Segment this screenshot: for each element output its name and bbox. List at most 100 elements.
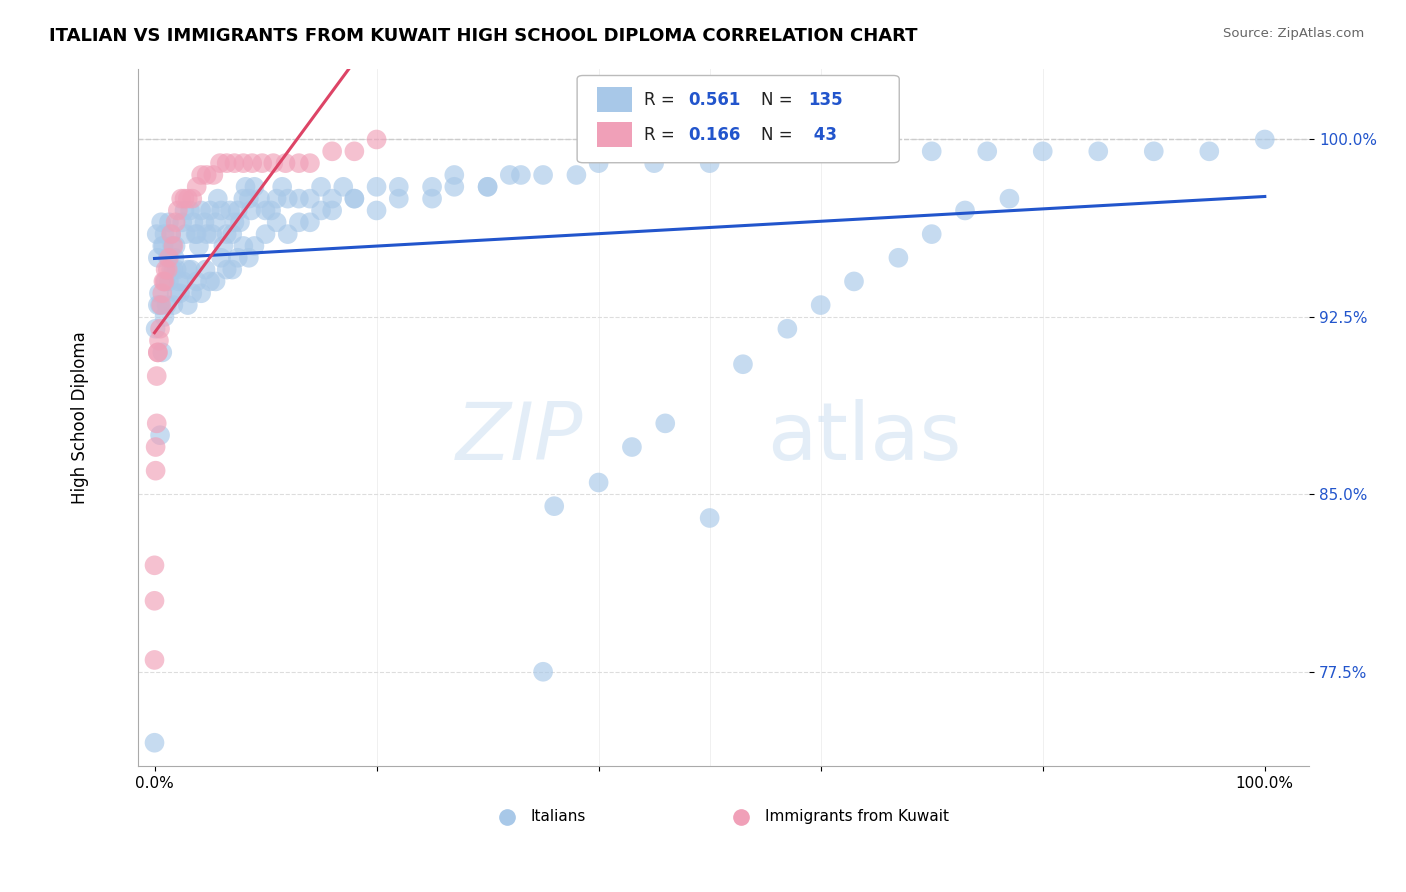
- Point: [145, 417, 167, 431]
- Point: [165, 239, 187, 253]
- Point: [810, 298, 832, 312]
- Point: [238, 251, 260, 265]
- Point: [887, 251, 910, 265]
- Point: [443, 179, 465, 194]
- Point: [143, 558, 166, 573]
- Point: [219, 203, 242, 218]
- Point: [149, 322, 172, 336]
- Point: [160, 227, 183, 241]
- Point: [531, 168, 554, 182]
- Point: [240, 156, 263, 170]
- Point: [184, 227, 207, 241]
- Point: [173, 192, 195, 206]
- Point: [232, 192, 254, 206]
- Text: ZIP: ZIP: [456, 400, 583, 477]
- Point: [254, 227, 277, 241]
- Point: [243, 179, 266, 194]
- Point: [155, 275, 177, 289]
- Point: [186, 227, 208, 241]
- Point: [146, 251, 169, 265]
- Point: [588, 156, 610, 170]
- Text: 0.166: 0.166: [689, 126, 741, 144]
- Point: [232, 156, 254, 170]
- Point: [145, 440, 167, 454]
- Text: 135: 135: [808, 91, 842, 109]
- Point: [153, 275, 176, 289]
- Point: [643, 156, 665, 170]
- Point: [157, 275, 180, 289]
- Point: [215, 262, 238, 277]
- Point: [172, 275, 194, 289]
- Point: [187, 239, 209, 253]
- Point: [177, 262, 200, 277]
- Point: [865, 145, 887, 159]
- Point: [420, 179, 443, 194]
- Point: [224, 215, 246, 229]
- Point: [150, 215, 173, 229]
- Point: [212, 239, 235, 253]
- Text: R =: R =: [644, 91, 681, 109]
- Point: [266, 192, 288, 206]
- Point: [332, 179, 354, 194]
- Point: [190, 286, 212, 301]
- Point: [321, 192, 343, 206]
- Point: [157, 251, 180, 265]
- Point: [156, 298, 179, 312]
- Point: [190, 168, 212, 182]
- Point: [226, 203, 249, 218]
- Point: [776, 322, 799, 336]
- Point: [194, 262, 217, 277]
- Point: [163, 251, 186, 265]
- Text: atlas: atlas: [766, 400, 962, 477]
- Point: [277, 227, 299, 241]
- Point: [366, 179, 388, 194]
- Point: [343, 192, 366, 206]
- Point: [298, 215, 321, 229]
- Point: [298, 156, 321, 170]
- Point: [148, 286, 170, 301]
- Point: [209, 203, 232, 218]
- Point: [366, 132, 388, 146]
- Point: [921, 145, 943, 159]
- Bar: [598, 122, 633, 147]
- Point: [288, 215, 311, 229]
- Point: [620, 440, 643, 454]
- Point: [183, 215, 205, 229]
- Point: [366, 203, 388, 218]
- Point: [221, 262, 243, 277]
- Point: [1254, 132, 1277, 146]
- Point: [953, 203, 976, 218]
- Point: [654, 417, 676, 431]
- Point: [166, 203, 188, 218]
- Point: [208, 156, 231, 170]
- Point: [1198, 145, 1220, 159]
- Bar: [598, 87, 633, 112]
- Point: [262, 156, 284, 170]
- Point: [172, 215, 194, 229]
- Point: [145, 464, 167, 478]
- Point: [260, 203, 283, 218]
- Point: [531, 665, 554, 679]
- Point: [343, 145, 366, 159]
- Point: [477, 179, 499, 194]
- Point: [186, 179, 208, 194]
- Point: [162, 262, 184, 277]
- Point: [145, 369, 167, 384]
- Point: [153, 227, 176, 241]
- Point: [166, 262, 188, 277]
- Point: [195, 168, 218, 182]
- Point: [1032, 145, 1054, 159]
- Point: [226, 251, 249, 265]
- Text: Source: ZipAtlas.com: Source: ZipAtlas.com: [1223, 27, 1364, 40]
- Point: [165, 215, 187, 229]
- Point: [167, 275, 190, 289]
- Point: [254, 203, 277, 218]
- Point: [162, 298, 184, 312]
- Point: [157, 215, 180, 229]
- Point: [266, 215, 288, 229]
- Point: [271, 179, 294, 194]
- Point: [224, 156, 246, 170]
- Point: [195, 227, 218, 241]
- Point: [420, 192, 443, 206]
- Point: [143, 594, 166, 608]
